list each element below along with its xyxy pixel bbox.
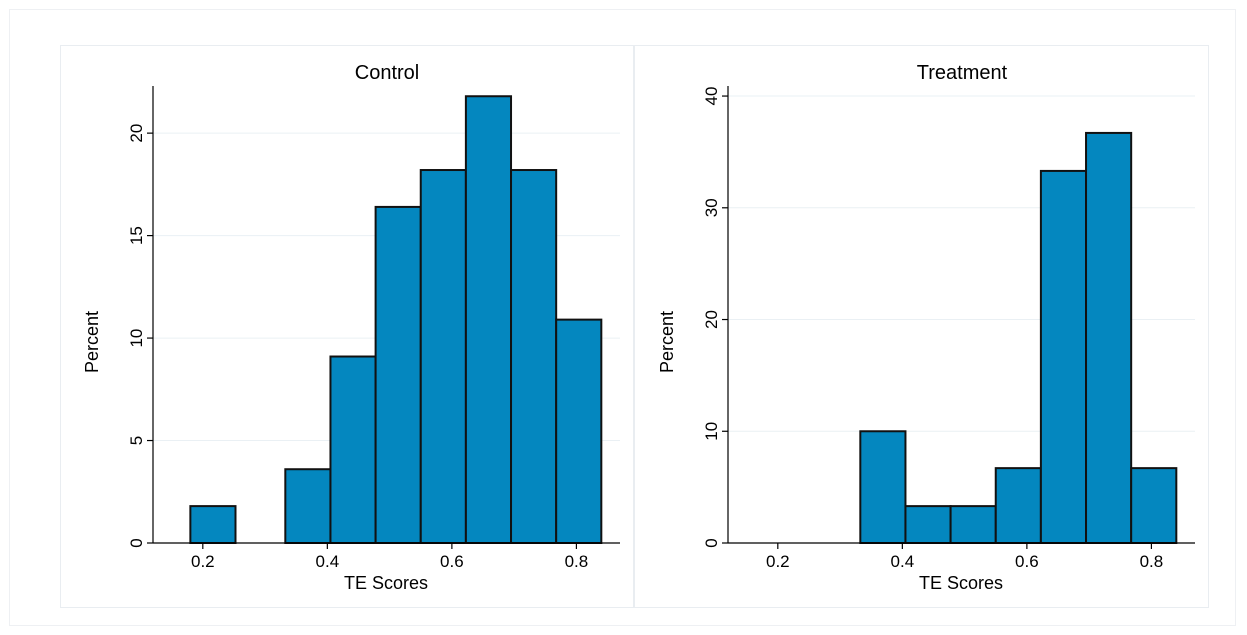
x-tick-label: 0.6 [440, 552, 464, 571]
y-axis-title: Percent [657, 311, 677, 373]
histogram-bar [419, 169, 467, 544]
y-tick-label: 10 [127, 329, 146, 348]
histogram-bar [904, 505, 952, 544]
x-axis-title: TE Scores [919, 573, 1003, 593]
histogram-bar [464, 95, 513, 544]
histogram-treatment: Treatment TE Scores Percent 0 10 20 30 40 0.2… [657, 62, 1195, 593]
y-tick-label: 0 [702, 538, 721, 547]
x-tick-label: 0.2 [766, 552, 790, 571]
x-tick-label: 0.6 [1015, 552, 1039, 571]
panel-title: Control [355, 62, 419, 84]
x-tick-label: 0.8 [565, 552, 589, 571]
y-tick-label: 20 [127, 124, 146, 143]
panel-control: Control TE Scores Percent 0 5 10 15 20 0.2 0.4… [60, 45, 634, 608]
histogram-bar [1039, 169, 1088, 545]
histogram-bar [329, 355, 377, 544]
histogram-bar [510, 169, 558, 544]
panel-title: Treatment [917, 62, 1008, 84]
plot-area: 0 5 10 15 20 0.2 0.4 0.6 0.8 [127, 86, 620, 571]
x-tick-label: 0.8 [1140, 552, 1164, 571]
y-tick-label: 15 [127, 226, 146, 245]
y-tick-label: 40 [702, 87, 721, 106]
histogram-control: Control TE Scores Percent 0 5 10 15 20 0.2 0.4… [82, 62, 620, 593]
y-tick-label: 20 [702, 310, 721, 329]
x-axis-title: TE Scores [344, 573, 428, 593]
x-tick-label: 0.4 [316, 552, 340, 571]
y-tick-label: 5 [127, 436, 146, 445]
plot-area: 0 10 20 30 40 0.2 0.4 0.6 0.8 [702, 86, 1195, 571]
panel-treatment: Treatment TE Scores Percent 0 10 20 30 40 0.2… [634, 45, 1209, 608]
histogram-bar [994, 467, 1042, 545]
y-tick-label: 0 [127, 538, 146, 547]
histogram-bar [374, 205, 422, 544]
histogram-bar [189, 505, 237, 545]
histogram-bar [555, 318, 603, 544]
x-tick-label: 0.2 [191, 552, 215, 571]
y-axis-title: Percent [82, 311, 102, 373]
histogram-bar [1130, 467, 1178, 545]
y-tick-label: 10 [702, 422, 721, 441]
x-tick-label: 0.4 [891, 552, 915, 571]
y-tick-label: 30 [702, 198, 721, 217]
histogram-bar [859, 430, 907, 545]
histogram-bar [284, 468, 332, 544]
histogram-bar [1085, 131, 1133, 544]
histogram-bar [949, 505, 997, 544]
